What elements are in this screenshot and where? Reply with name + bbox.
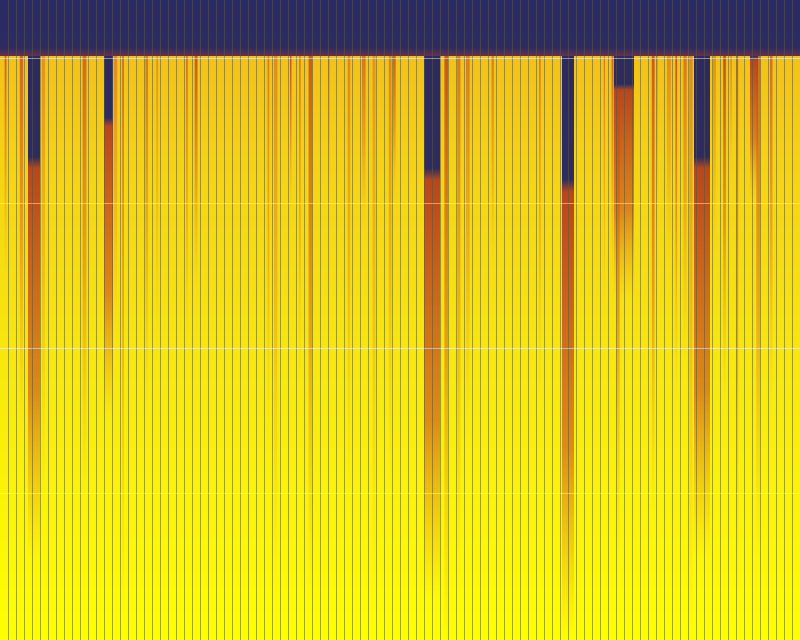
streak [730, 56, 732, 178]
streak [347, 56, 351, 506]
streak [656, 56, 658, 228]
dark-column [694, 0, 710, 560]
streak [603, 56, 605, 319]
streak [113, 56, 118, 335]
dark-column [750, 0, 758, 200]
streak [466, 56, 470, 444]
dark-column [28, 0, 40, 560]
streak [267, 56, 270, 458]
streak [736, 56, 739, 620]
streak [41, 56, 45, 511]
streak [308, 56, 313, 603]
streak [444, 56, 448, 640]
streak [675, 56, 678, 395]
streak [82, 56, 87, 506]
streak [4, 56, 7, 277]
streak [713, 56, 716, 258]
streak [651, 56, 655, 524]
streak [393, 56, 396, 201]
streak [539, 56, 541, 415]
dark-column [104, 0, 113, 420]
streak [156, 56, 158, 351]
streak [388, 56, 392, 502]
streak [186, 56, 188, 351]
streak [689, 56, 693, 640]
streak [756, 56, 761, 560]
streak [145, 56, 149, 420]
streak [274, 56, 278, 597]
streak [372, 56, 376, 619]
streak [491, 56, 494, 271]
streak [683, 56, 687, 367]
streak [299, 56, 301, 395]
streak [194, 56, 198, 288]
streak [667, 56, 671, 268]
streak [723, 56, 726, 407]
streak [361, 56, 366, 233]
streak [616, 56, 620, 571]
streak [122, 56, 124, 626]
streak [290, 56, 292, 213]
streak [19, 56, 24, 437]
streak [770, 56, 773, 414]
streak [457, 56, 461, 599]
streak [611, 56, 614, 289]
